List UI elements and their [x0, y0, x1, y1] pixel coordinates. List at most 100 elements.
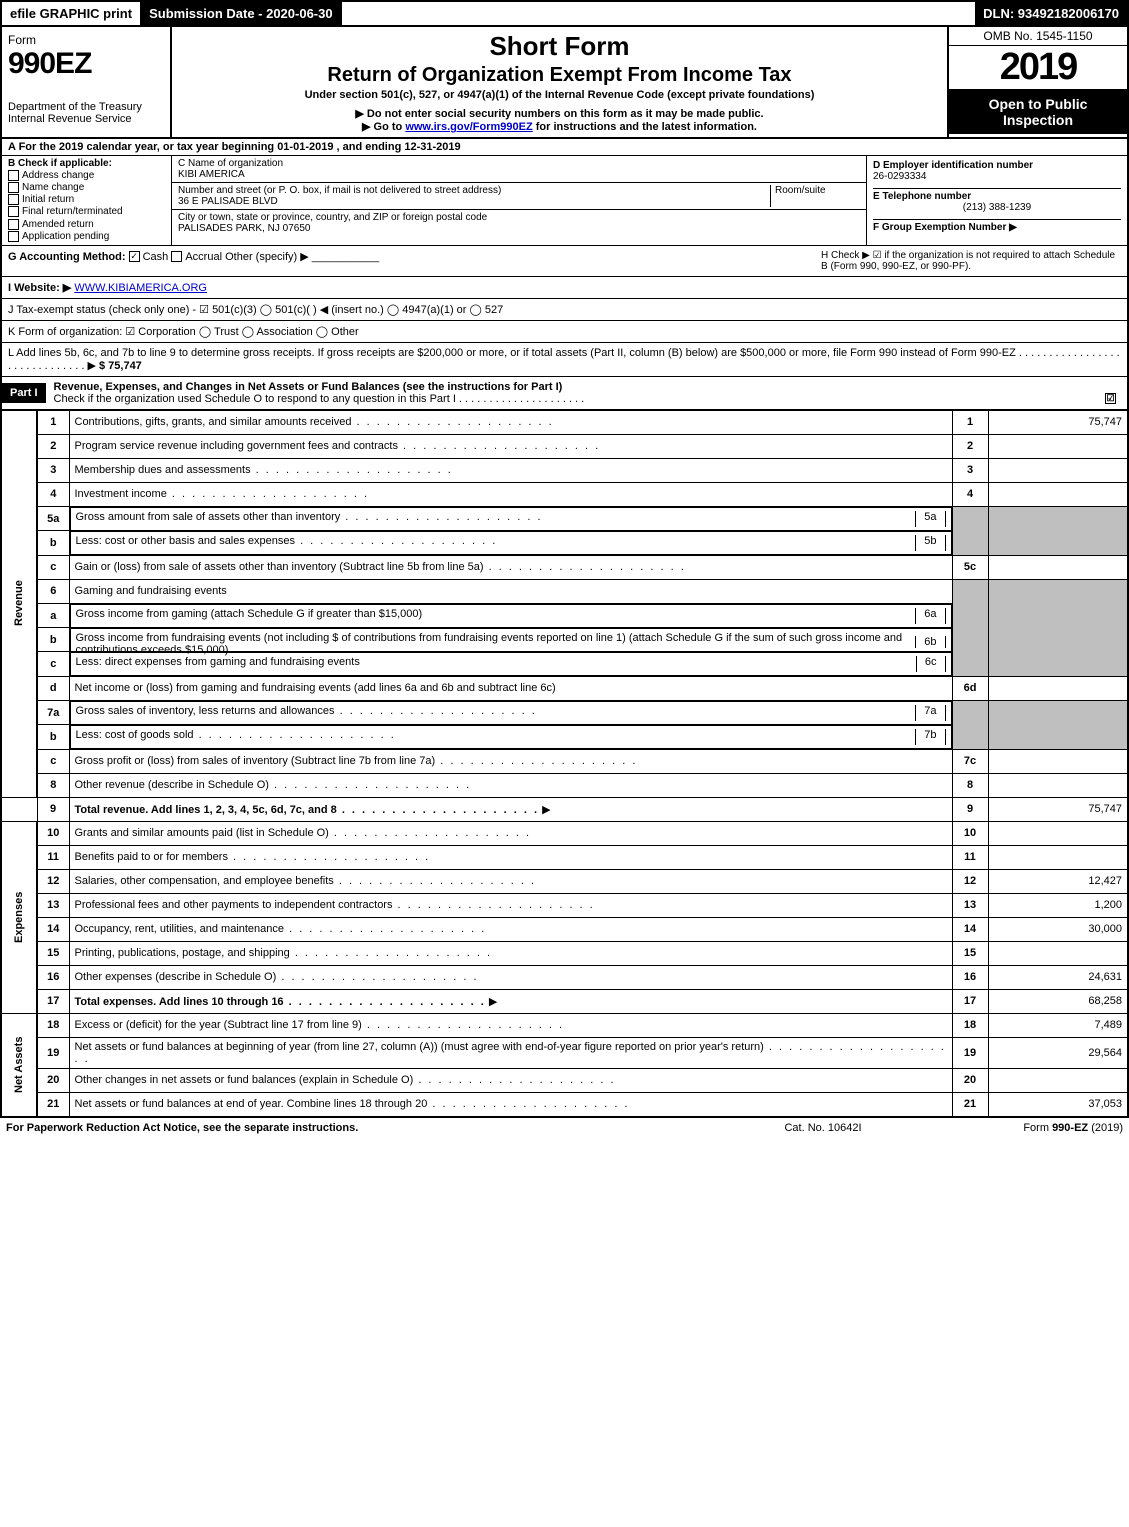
line-7a-desc: Gross sales of inventory, less returns a… [76, 705, 916, 721]
chk-cash[interactable]: ✓ [129, 251, 140, 262]
dln: DLN: 93492182006170 [975, 2, 1127, 25]
short-form-title: Short Form [182, 31, 937, 62]
line-5c-val [988, 555, 1128, 579]
line-17-desc: Total expenses. Add lines 10 through 16 [75, 996, 486, 1008]
line-12-val: 12,427 [988, 869, 1128, 893]
line-l-amount: $ 75,747 [99, 360, 142, 372]
line-8-val [988, 773, 1128, 797]
line-15-desc: Printing, publications, postage, and shi… [75, 947, 493, 959]
form-label: Form [8, 33, 164, 47]
line-21-desc: Net assets or fund balances at end of ye… [75, 1098, 630, 1110]
line-4-desc: Investment income [75, 488, 370, 500]
line-8-desc: Other revenue (describe in Schedule O) [75, 779, 472, 791]
group-exemption-label: F Group Exemption Number ▶ [873, 222, 1017, 233]
chk-application-pending[interactable]: Application pending [8, 231, 165, 242]
chk-accrual[interactable] [171, 251, 182, 262]
website-link[interactable]: WWW.KIBIAMERICA.ORG [74, 282, 207, 294]
form-code: 990EZ [8, 47, 164, 81]
g-label: G Accounting Method: [8, 251, 126, 263]
netassets-side-label: Net Assets [1, 1013, 37, 1116]
box-c: C Name of organization KIBI AMERICA Numb… [172, 156, 867, 245]
org-name: KIBI AMERICA [178, 169, 245, 180]
line-17-val: 68,258 [988, 989, 1128, 1013]
line-6d-val [988, 676, 1128, 700]
line-7c-val [988, 749, 1128, 773]
box-h: H Check ▶ ☑ if the organization is not r… [821, 250, 1121, 272]
row-k: K Form of organization: ☑ Corporation ◯ … [0, 321, 1129, 343]
top-bar: efile GRAPHIC print Submission Date - 20… [0, 0, 1129, 27]
chk-initial-return[interactable]: Initial return [8, 194, 165, 205]
box-b-title: B Check if applicable: [8, 158, 112, 169]
line-20-val [988, 1068, 1128, 1092]
box-b: B Check if applicable: Address change Na… [2, 156, 172, 245]
box-d-e-f: D Employer identification number 26-0293… [867, 156, 1127, 245]
tel-label: E Telephone number [873, 191, 971, 202]
org-name-label: C Name of organization [178, 158, 283, 169]
chk-address-change[interactable]: Address change [8, 170, 165, 181]
line-12-desc: Salaries, other compensation, and employ… [75, 875, 537, 887]
revenue-side-label: Revenue [1, 410, 37, 797]
chk-amended-return[interactable]: Amended return [8, 219, 165, 230]
submission-date: Submission Date - 2020-06-30 [141, 2, 342, 25]
ssn-warning: ▶ Do not enter social security numbers o… [182, 107, 937, 120]
line-l-text: L Add lines 5b, 6c, and 7b to line 9 to … [8, 347, 1120, 372]
under-section: Under section 501(c), 527, or 4947(a)(1)… [182, 89, 937, 101]
line-13-val: 1,200 [988, 893, 1128, 917]
footer: For Paperwork Reduction Act Notice, see … [0, 1117, 1129, 1138]
part-i-title: Revenue, Expenses, and Changes in Net As… [54, 381, 563, 393]
line-6b-desc: Gross income from fundraising events (no… [76, 632, 916, 648]
line-9-val: 75,747 [988, 797, 1128, 821]
line-1-desc: Contributions, gifts, grants, and simila… [75, 416, 554, 428]
part-i-header: Part I Revenue, Expenses, and Changes in… [0, 377, 1129, 410]
line-6d-desc: Net income or (loss) from gaming and fun… [69, 676, 952, 700]
line-3-desc: Membership dues and assessments [75, 464, 453, 476]
street: 36 E PALISADE BLVD [178, 196, 278, 207]
row-i: I Website: ▶ WWW.KIBIAMERICA.ORG [0, 277, 1129, 299]
line-6a-desc: Gross income from gaming (attach Schedul… [76, 608, 916, 624]
line-18-desc: Excess or (deficit) for the year (Subtra… [75, 1019, 565, 1031]
ein-label: D Employer identification number [873, 160, 1033, 171]
chk-name-change[interactable]: Name change [8, 182, 165, 193]
line-13-desc: Professional fees and other payments to … [75, 899, 595, 911]
chk-final-return[interactable]: Final return/terminated [8, 206, 165, 217]
form-header: Form 990EZ Department of the Treasury In… [0, 27, 1129, 139]
line-5c-desc: Gain or (loss) from sale of assets other… [75, 561, 686, 573]
line-3-val [988, 458, 1128, 482]
footer-left: For Paperwork Reduction Act Notice, see … [6, 1122, 723, 1134]
line-7b-desc: Less: cost of goods sold [76, 729, 916, 745]
ein: 26-0293334 [873, 171, 926, 182]
room-suite-label: Room/suite [770, 185, 860, 207]
line-10-val [988, 821, 1128, 845]
lines-table: Revenue 1Contributions, gifts, grants, a… [0, 410, 1129, 1117]
goto-link[interactable]: www.irs.gov/Form990EZ [405, 121, 532, 133]
line-1-val: 75,747 [988, 410, 1128, 434]
line-9-desc: Total revenue. Add lines 1, 2, 3, 4, 5c,… [75, 804, 540, 816]
dept-irs: Internal Revenue Service [8, 113, 164, 125]
goto-line: ▶ Go to www.irs.gov/Form990EZ for instru… [182, 120, 937, 133]
omb-number: OMB No. 1545-1150 [949, 27, 1127, 46]
part-i-sub: Check if the organization used Schedule … [54, 393, 585, 405]
row-g-h: G Accounting Method: ✓Cash Accrual Other… [0, 246, 1129, 277]
line-2-desc: Program service revenue including govern… [75, 440, 601, 452]
period-row: A For the 2019 calendar year, or tax yea… [0, 139, 1129, 156]
line-21-val: 37,053 [988, 1092, 1128, 1116]
line-4-val [988, 482, 1128, 506]
line-16-desc: Other expenses (describe in Schedule O) [75, 971, 479, 983]
line-2-val [988, 434, 1128, 458]
dept-treasury: Department of the Treasury [8, 101, 164, 113]
line-11-desc: Benefits paid to or for members [75, 851, 431, 863]
part-i-check[interactable]: ☑ [1105, 393, 1116, 404]
line-19-val: 29,564 [988, 1037, 1128, 1068]
city-label: City or town, state or province, country… [178, 212, 487, 223]
website-label: I Website: ▶ [8, 282, 71, 294]
line-14-desc: Occupancy, rent, utilities, and maintena… [75, 923, 487, 935]
line-20-desc: Other changes in net assets or fund bala… [75, 1074, 616, 1086]
efile-print-button[interactable]: efile GRAPHIC print [2, 2, 141, 25]
line-11-val [988, 845, 1128, 869]
footer-right: Form 990-EZ (2019) [923, 1122, 1123, 1134]
part-i-label: Part I [2, 383, 46, 403]
open-to-public: Open to Public Inspection [949, 90, 1127, 134]
city: PALISADES PARK, NJ 07650 [178, 223, 310, 234]
line-6c-desc: Less: direct expenses from gaming and fu… [76, 656, 916, 672]
return-title: Return of Organization Exempt From Incom… [182, 64, 937, 87]
